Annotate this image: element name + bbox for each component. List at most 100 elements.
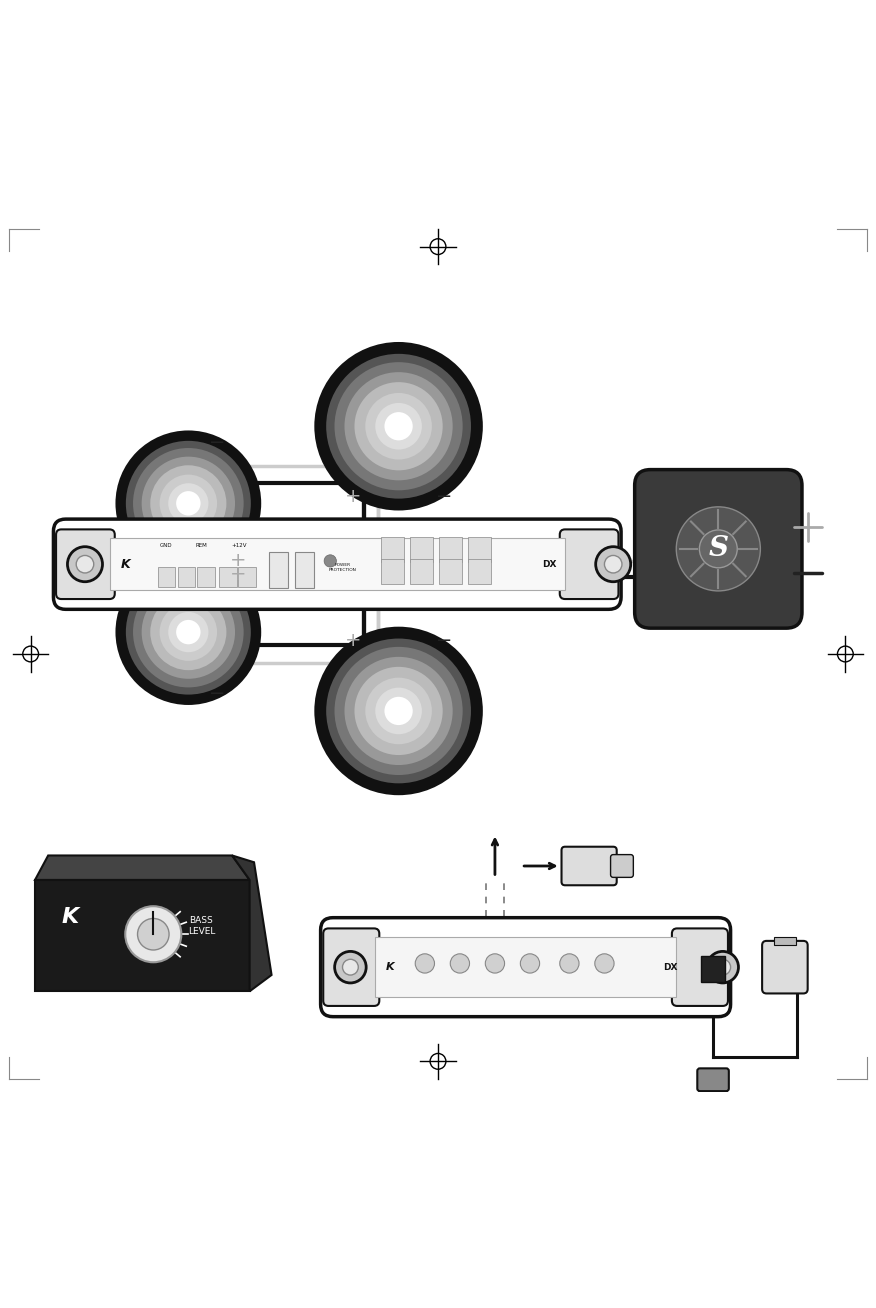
Text: +: + (344, 630, 361, 650)
Bar (178, 568, 195, 586)
Circle shape (126, 569, 251, 695)
Circle shape (365, 392, 432, 459)
Circle shape (151, 594, 226, 670)
Circle shape (168, 612, 208, 653)
Circle shape (335, 362, 463, 490)
Bar (269, 552, 288, 589)
FancyBboxPatch shape (762, 940, 808, 994)
Circle shape (168, 483, 208, 523)
FancyBboxPatch shape (672, 929, 728, 1006)
Circle shape (343, 959, 358, 974)
Circle shape (604, 556, 622, 573)
Text: +: + (230, 565, 247, 585)
Circle shape (326, 354, 471, 498)
Bar (238, 568, 256, 586)
Circle shape (596, 547, 631, 582)
Bar (375, 937, 676, 998)
Circle shape (485, 954, 505, 973)
Text: DX: DX (542, 560, 556, 569)
Text: GND: GND (160, 543, 173, 548)
Circle shape (520, 954, 540, 973)
Text: −: − (208, 433, 225, 451)
Bar (158, 568, 175, 586)
FancyBboxPatch shape (611, 854, 633, 878)
Bar (701, 956, 725, 982)
Bar (468, 538, 491, 561)
Circle shape (450, 954, 470, 973)
Circle shape (151, 466, 226, 542)
FancyBboxPatch shape (56, 530, 115, 599)
Circle shape (676, 506, 760, 591)
Text: K: K (121, 557, 130, 570)
Text: −: − (436, 488, 453, 506)
Circle shape (142, 456, 235, 551)
Circle shape (715, 959, 731, 974)
Circle shape (335, 647, 463, 776)
Text: DX: DX (663, 963, 677, 972)
Circle shape (76, 556, 94, 573)
FancyBboxPatch shape (562, 846, 617, 886)
Circle shape (385, 412, 413, 441)
Circle shape (560, 954, 579, 973)
Bar (219, 568, 237, 586)
Text: −: − (436, 630, 453, 650)
Circle shape (67, 547, 102, 582)
Circle shape (126, 441, 251, 566)
Circle shape (385, 697, 413, 725)
Bar (295, 552, 314, 589)
Text: BASS
LEVEL: BASS LEVEL (187, 917, 215, 935)
Text: POWER
PROTECTION: POWER PROTECTION (328, 564, 357, 572)
Text: S: S (709, 535, 728, 562)
Bar (410, 560, 433, 583)
Text: REM: REM (195, 543, 208, 548)
Circle shape (176, 490, 201, 515)
Circle shape (365, 678, 432, 744)
Bar (197, 568, 215, 586)
Circle shape (415, 954, 434, 973)
FancyBboxPatch shape (53, 519, 621, 610)
Circle shape (117, 432, 260, 576)
Circle shape (117, 560, 260, 704)
Bar (439, 538, 462, 561)
Polygon shape (35, 880, 250, 991)
Text: K: K (61, 906, 79, 926)
Circle shape (707, 951, 738, 982)
Circle shape (159, 603, 217, 661)
Polygon shape (35, 855, 250, 880)
Bar (110, 539, 565, 590)
Circle shape (142, 586, 235, 679)
Circle shape (125, 906, 181, 963)
Bar (381, 560, 404, 583)
Circle shape (133, 449, 244, 559)
Text: +: + (344, 488, 361, 506)
FancyBboxPatch shape (321, 918, 731, 1016)
Text: +12V: +12V (231, 543, 247, 548)
Circle shape (159, 475, 217, 532)
Circle shape (344, 373, 453, 480)
Circle shape (315, 343, 482, 509)
FancyBboxPatch shape (560, 530, 618, 599)
Bar (381, 538, 404, 561)
Circle shape (324, 555, 336, 568)
Text: +: + (230, 551, 247, 570)
Bar (439, 560, 462, 583)
Circle shape (335, 951, 366, 982)
Circle shape (138, 918, 169, 950)
Polygon shape (232, 855, 272, 991)
Circle shape (699, 530, 738, 568)
Circle shape (355, 667, 442, 755)
Circle shape (344, 657, 453, 765)
Circle shape (133, 577, 244, 688)
Text: K: K (385, 963, 394, 972)
FancyBboxPatch shape (634, 470, 802, 628)
Circle shape (375, 688, 422, 734)
Circle shape (355, 382, 442, 471)
Circle shape (176, 620, 201, 645)
Circle shape (375, 403, 422, 450)
Circle shape (315, 628, 482, 794)
Circle shape (595, 954, 614, 973)
FancyBboxPatch shape (323, 929, 379, 1006)
Text: −: − (208, 684, 225, 702)
Bar (468, 560, 491, 583)
Bar (410, 538, 433, 561)
